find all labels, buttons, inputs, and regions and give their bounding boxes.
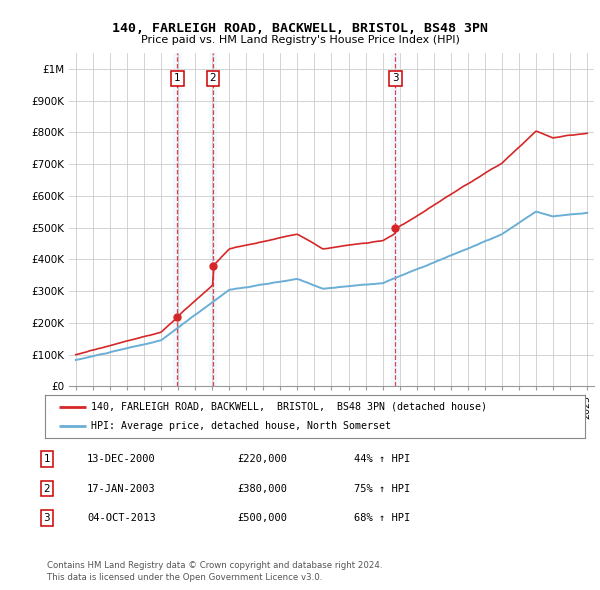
Text: 13-DEC-2000: 13-DEC-2000 [87, 454, 156, 464]
Text: 44% ↑ HPI: 44% ↑ HPI [354, 454, 410, 464]
Text: 75% ↑ HPI: 75% ↑ HPI [354, 484, 410, 493]
Text: £220,000: £220,000 [237, 454, 287, 464]
Text: HPI: Average price, detached house, North Somerset: HPI: Average price, detached house, Nort… [91, 421, 391, 431]
Text: 3: 3 [43, 513, 50, 523]
Text: 17-JAN-2003: 17-JAN-2003 [87, 484, 156, 493]
Text: 1: 1 [43, 454, 50, 464]
Text: 68% ↑ HPI: 68% ↑ HPI [354, 513, 410, 523]
Text: 140, FARLEIGH ROAD, BACKWELL,  BRISTOL,  BS48 3PN (detached house): 140, FARLEIGH ROAD, BACKWELL, BRISTOL, B… [91, 402, 487, 412]
Text: 04-OCT-2013: 04-OCT-2013 [87, 513, 156, 523]
Text: 2: 2 [209, 74, 216, 84]
Bar [391, 53, 400, 386]
Text: Contains HM Land Registry data © Crown copyright and database right 2024.: Contains HM Land Registry data © Crown c… [47, 560, 382, 570]
Text: 140, FARLEIGH ROAD, BACKWELL, BRISTOL, BS48 3PN: 140, FARLEIGH ROAD, BACKWELL, BRISTOL, B… [112, 22, 488, 35]
Text: 2: 2 [43, 484, 50, 493]
Text: Price paid vs. HM Land Registry's House Price Index (HPI): Price paid vs. HM Land Registry's House … [140, 35, 460, 44]
Text: This data is licensed under the Open Government Licence v3.0.: This data is licensed under the Open Gov… [47, 572, 322, 582]
Text: £380,000: £380,000 [237, 484, 287, 493]
Text: £500,000: £500,000 [237, 513, 287, 523]
Bar [209, 53, 217, 386]
Text: 1: 1 [174, 74, 181, 84]
Bar [173, 53, 182, 386]
Text: 3: 3 [392, 74, 399, 84]
